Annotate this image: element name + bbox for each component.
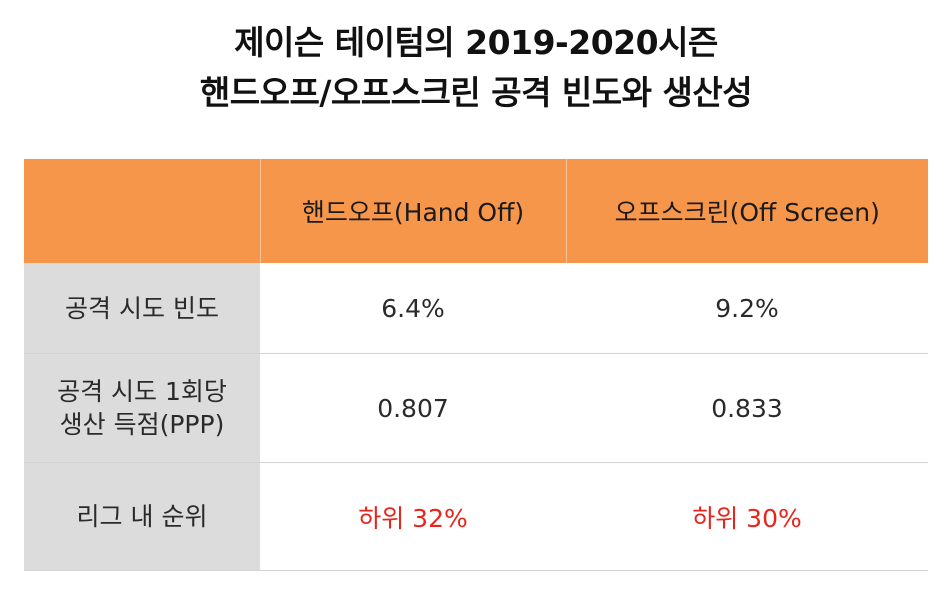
row-label-text-line-2: 생산 득점(PPP) — [59, 410, 225, 439]
table-row: 공격 시도 빈도 6.4% 9.2% — [24, 263, 928, 354]
table-header-row: 핸드오프(Hand Off) 오프스크린(Off Screen) — [24, 159, 928, 263]
header-corner-cell — [24, 159, 260, 263]
cell-hand-off-ppp: 0.807 — [260, 353, 566, 463]
cell-off-screen-frequency: 9.2% — [566, 263, 928, 354]
header-off-screen: 오프스크린(Off Screen) — [565, 159, 928, 263]
cell-hand-off-rank: 하위 32% — [260, 462, 566, 571]
cell-hand-off-frequency: 6.4% — [260, 263, 566, 354]
stats-table: 핸드오프(Hand Off) 오프스크린(Off Screen) 공격 시도 빈… — [24, 159, 928, 571]
row-label-text: 공격 시도 빈도 — [65, 293, 219, 323]
row-label-text: 리그 내 순위 — [76, 502, 208, 531]
cell-off-screen-ppp: 0.833 — [566, 353, 928, 463]
row-label-rank: 리그 내 순위 — [24, 462, 260, 571]
row-label-text-line-1: 공격 시도 1회당 — [57, 377, 227, 406]
table-row: 리그 내 순위 하위 32% 하위 30% — [24, 462, 928, 571]
table-row: 공격 시도 1회당 생산 득점(PPP) 0.807 0.833 — [24, 353, 928, 463]
page-title: 제이슨 테이텀의 2019-2020시즌 핸드오프/오프스크린 공격 빈도와 생… — [0, 18, 952, 118]
row-label-ppp: 공격 시도 1회당 생산 득점(PPP) — [24, 353, 260, 463]
row-label-frequency: 공격 시도 빈도 — [24, 263, 260, 354]
cell-off-screen-rank: 하위 30% — [566, 462, 928, 571]
title-line-2: 핸드오프/오프스크린 공격 빈도와 생산성 — [199, 73, 753, 112]
title-line-1: 제이슨 테이텀의 2019-2020시즌 — [234, 23, 718, 62]
header-hand-off: 핸드오프(Hand Off) — [259, 159, 566, 263]
